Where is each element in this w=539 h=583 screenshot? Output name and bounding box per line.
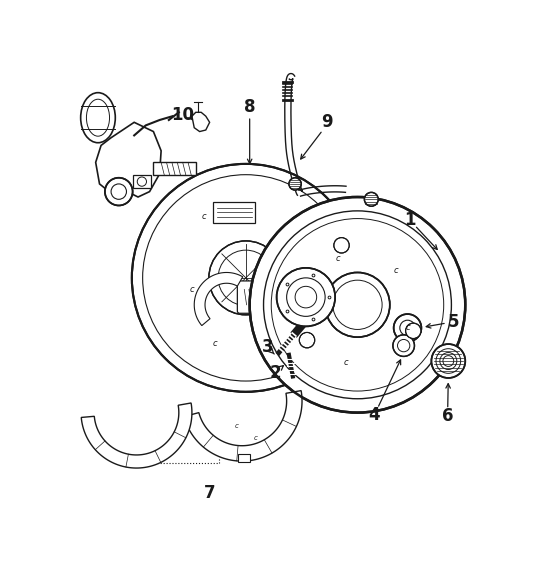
- Text: c: c: [405, 324, 410, 332]
- Polygon shape: [194, 272, 243, 325]
- Text: c: c: [343, 358, 348, 367]
- Text: 10: 10: [171, 106, 194, 124]
- Text: c: c: [234, 423, 238, 429]
- Polygon shape: [95, 122, 161, 197]
- Text: c: c: [190, 285, 194, 294]
- Circle shape: [393, 335, 414, 356]
- Circle shape: [105, 178, 133, 205]
- Text: 3: 3: [261, 338, 273, 356]
- Polygon shape: [81, 403, 192, 468]
- Text: 4: 4: [369, 406, 380, 424]
- Circle shape: [431, 344, 465, 378]
- Polygon shape: [192, 113, 210, 132]
- Text: 8: 8: [244, 98, 255, 116]
- Circle shape: [364, 192, 378, 206]
- Ellipse shape: [81, 93, 115, 143]
- Circle shape: [289, 178, 301, 190]
- Text: 6: 6: [442, 408, 453, 426]
- FancyBboxPatch shape: [237, 281, 285, 313]
- Circle shape: [334, 238, 349, 253]
- Bar: [133, 175, 151, 188]
- Text: c: c: [393, 266, 398, 275]
- Circle shape: [393, 314, 421, 342]
- Polygon shape: [184, 391, 302, 461]
- Circle shape: [277, 268, 335, 326]
- Text: 5: 5: [448, 312, 459, 331]
- Circle shape: [325, 272, 390, 337]
- FancyBboxPatch shape: [213, 202, 255, 223]
- Text: c: c: [213, 339, 217, 348]
- Text: c: c: [289, 312, 294, 321]
- Circle shape: [250, 197, 465, 413]
- Circle shape: [406, 323, 421, 339]
- Polygon shape: [154, 162, 196, 175]
- Text: 7: 7: [204, 484, 216, 503]
- Text: c: c: [286, 223, 291, 232]
- Circle shape: [299, 332, 315, 348]
- Polygon shape: [238, 454, 251, 462]
- Circle shape: [132, 164, 360, 392]
- Text: 1: 1: [404, 211, 416, 229]
- Text: 2: 2: [270, 364, 281, 381]
- Text: 9: 9: [321, 113, 333, 131]
- Circle shape: [209, 241, 283, 315]
- Text: c: c: [201, 212, 206, 221]
- Text: c: c: [253, 434, 258, 441]
- Text: c: c: [336, 254, 341, 263]
